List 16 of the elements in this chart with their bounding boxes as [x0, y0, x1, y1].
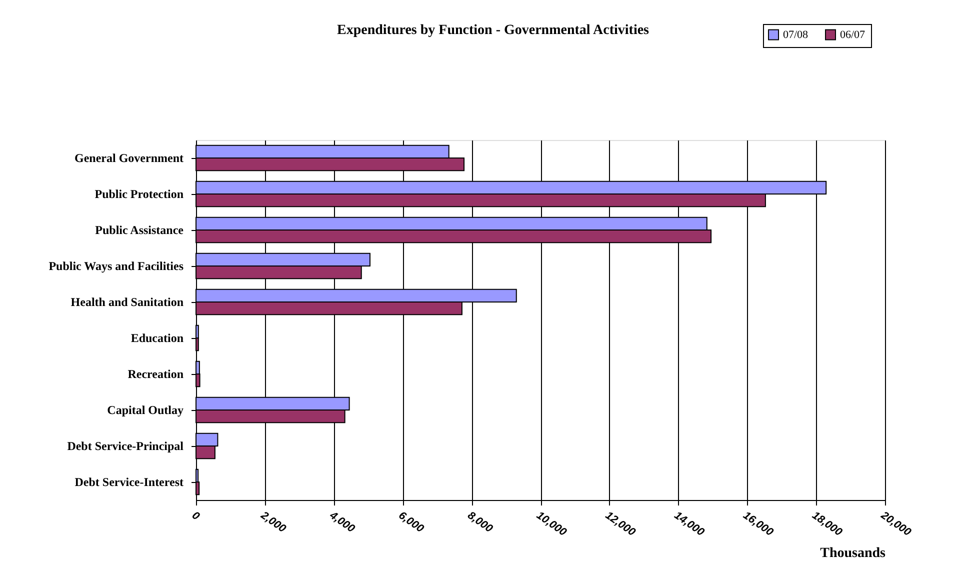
y-tick-label: Capital Outlay: [107, 403, 184, 417]
y-tick-label: Debt Service-Interest: [74, 475, 184, 489]
x-axis-title: Thousands: [820, 546, 886, 561]
y-tick-label: Debt Service-Principal: [67, 439, 184, 453]
y-tick-label: Health and Sanitation: [70, 295, 184, 309]
y-tick-label: Education: [130, 331, 184, 345]
legend-label: 07/08: [783, 28, 809, 41]
y-tick-label: Public Ways and Facilities: [48, 259, 184, 273]
y-tick-label: Recreation: [128, 367, 184, 381]
x-tick-label: 4,000: [326, 508, 358, 536]
y-tick-label: Public Protection: [94, 187, 184, 201]
y-tick-label: Public Assistance: [95, 223, 184, 237]
y-tick-label: General Government: [74, 151, 184, 165]
chart-title: Expenditures by Function - Governmental Activities: [336, 23, 650, 38]
x-tick-label: 0: [190, 510, 202, 524]
legend-label: 06/07: [840, 28, 866, 41]
